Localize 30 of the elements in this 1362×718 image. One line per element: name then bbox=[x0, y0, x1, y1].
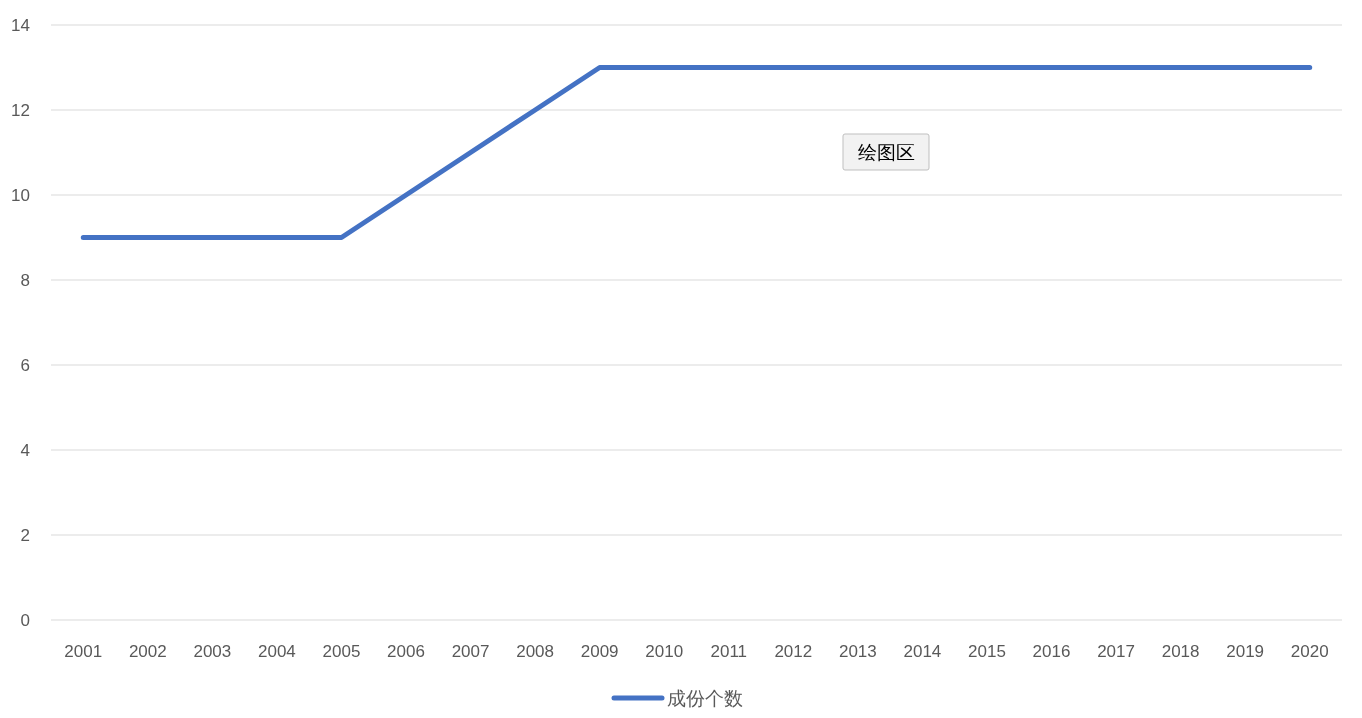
y-tick-label: 0 bbox=[20, 611, 30, 630]
x-tick-label: 2016 bbox=[1032, 642, 1071, 661]
x-tick-label: 2005 bbox=[322, 642, 361, 661]
y-tick-label: 10 bbox=[11, 186, 30, 205]
x-tick-label: 2018 bbox=[1161, 642, 1200, 661]
x-tick-label: 2002 bbox=[128, 642, 167, 661]
x-tick-label: 2013 bbox=[838, 642, 877, 661]
x-tick-label: 2011 bbox=[710, 642, 748, 661]
legend-label: 成份个数 bbox=[667, 688, 743, 709]
x-tick-label: 2012 bbox=[774, 642, 813, 661]
x-tick-label: 2015 bbox=[968, 642, 1006, 661]
x-tick-label: 2019 bbox=[1226, 642, 1265, 661]
y-tick-label: 6 bbox=[20, 356, 30, 375]
x-tick-label: 2003 bbox=[193, 642, 232, 661]
x-tick-label: 2008 bbox=[516, 642, 555, 661]
x-tick-label: 2020 bbox=[1290, 642, 1329, 661]
x-tick-label: 2017 bbox=[1097, 642, 1135, 661]
x-tick-label: 2007 bbox=[451, 642, 490, 661]
x-tick-label: 2006 bbox=[387, 642, 425, 661]
y-tick-label: 8 bbox=[20, 271, 30, 290]
y-tick-label: 4 bbox=[20, 441, 30, 460]
x-tick-label: 2009 bbox=[580, 642, 619, 661]
x-tick-label: 2010 bbox=[645, 642, 684, 661]
y-tick-label: 2 bbox=[20, 526, 30, 545]
annotation: 绘图区 bbox=[857, 142, 915, 163]
x-tick-label: 2001 bbox=[64, 642, 103, 661]
x-tick-label: 2004 bbox=[258, 642, 296, 661]
y-tick-label: 12 bbox=[11, 101, 30, 120]
y-tick-label: 14 bbox=[11, 16, 30, 35]
x-tick-label: 2014 bbox=[903, 642, 942, 661]
